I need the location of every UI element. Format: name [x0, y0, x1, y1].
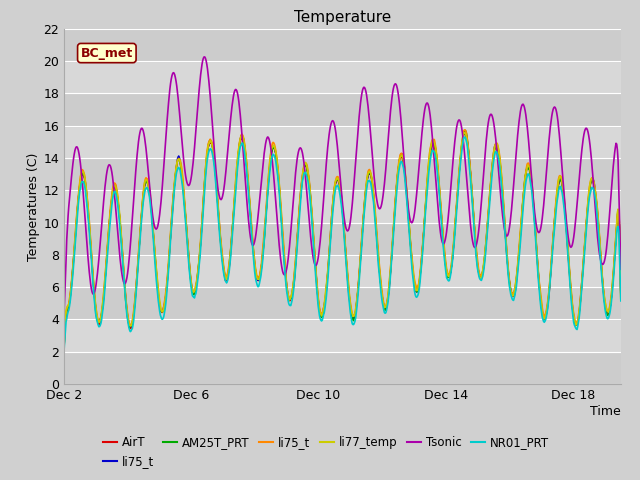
Bar [64, 255, 621, 287]
Bar [64, 319, 621, 352]
Bar [64, 126, 621, 158]
Bar [64, 223, 621, 255]
Bar [64, 94, 621, 126]
Bar [64, 352, 621, 384]
Bar [64, 29, 621, 61]
Bar [64, 287, 621, 319]
Y-axis label: Temperatures (C): Temperatures (C) [28, 152, 40, 261]
Bar [64, 190, 621, 223]
Bar [64, 158, 621, 190]
X-axis label: Time: Time [590, 405, 621, 418]
Bar [64, 61, 621, 94]
Text: BC_met: BC_met [81, 47, 133, 60]
Title: Temperature: Temperature [294, 10, 391, 25]
Legend: AirT, li75_t, AM25T_PRT, li75_t, li77_temp, Tsonic, NR01_PRT: AirT, li75_t, AM25T_PRT, li75_t, li77_te… [102, 436, 548, 468]
